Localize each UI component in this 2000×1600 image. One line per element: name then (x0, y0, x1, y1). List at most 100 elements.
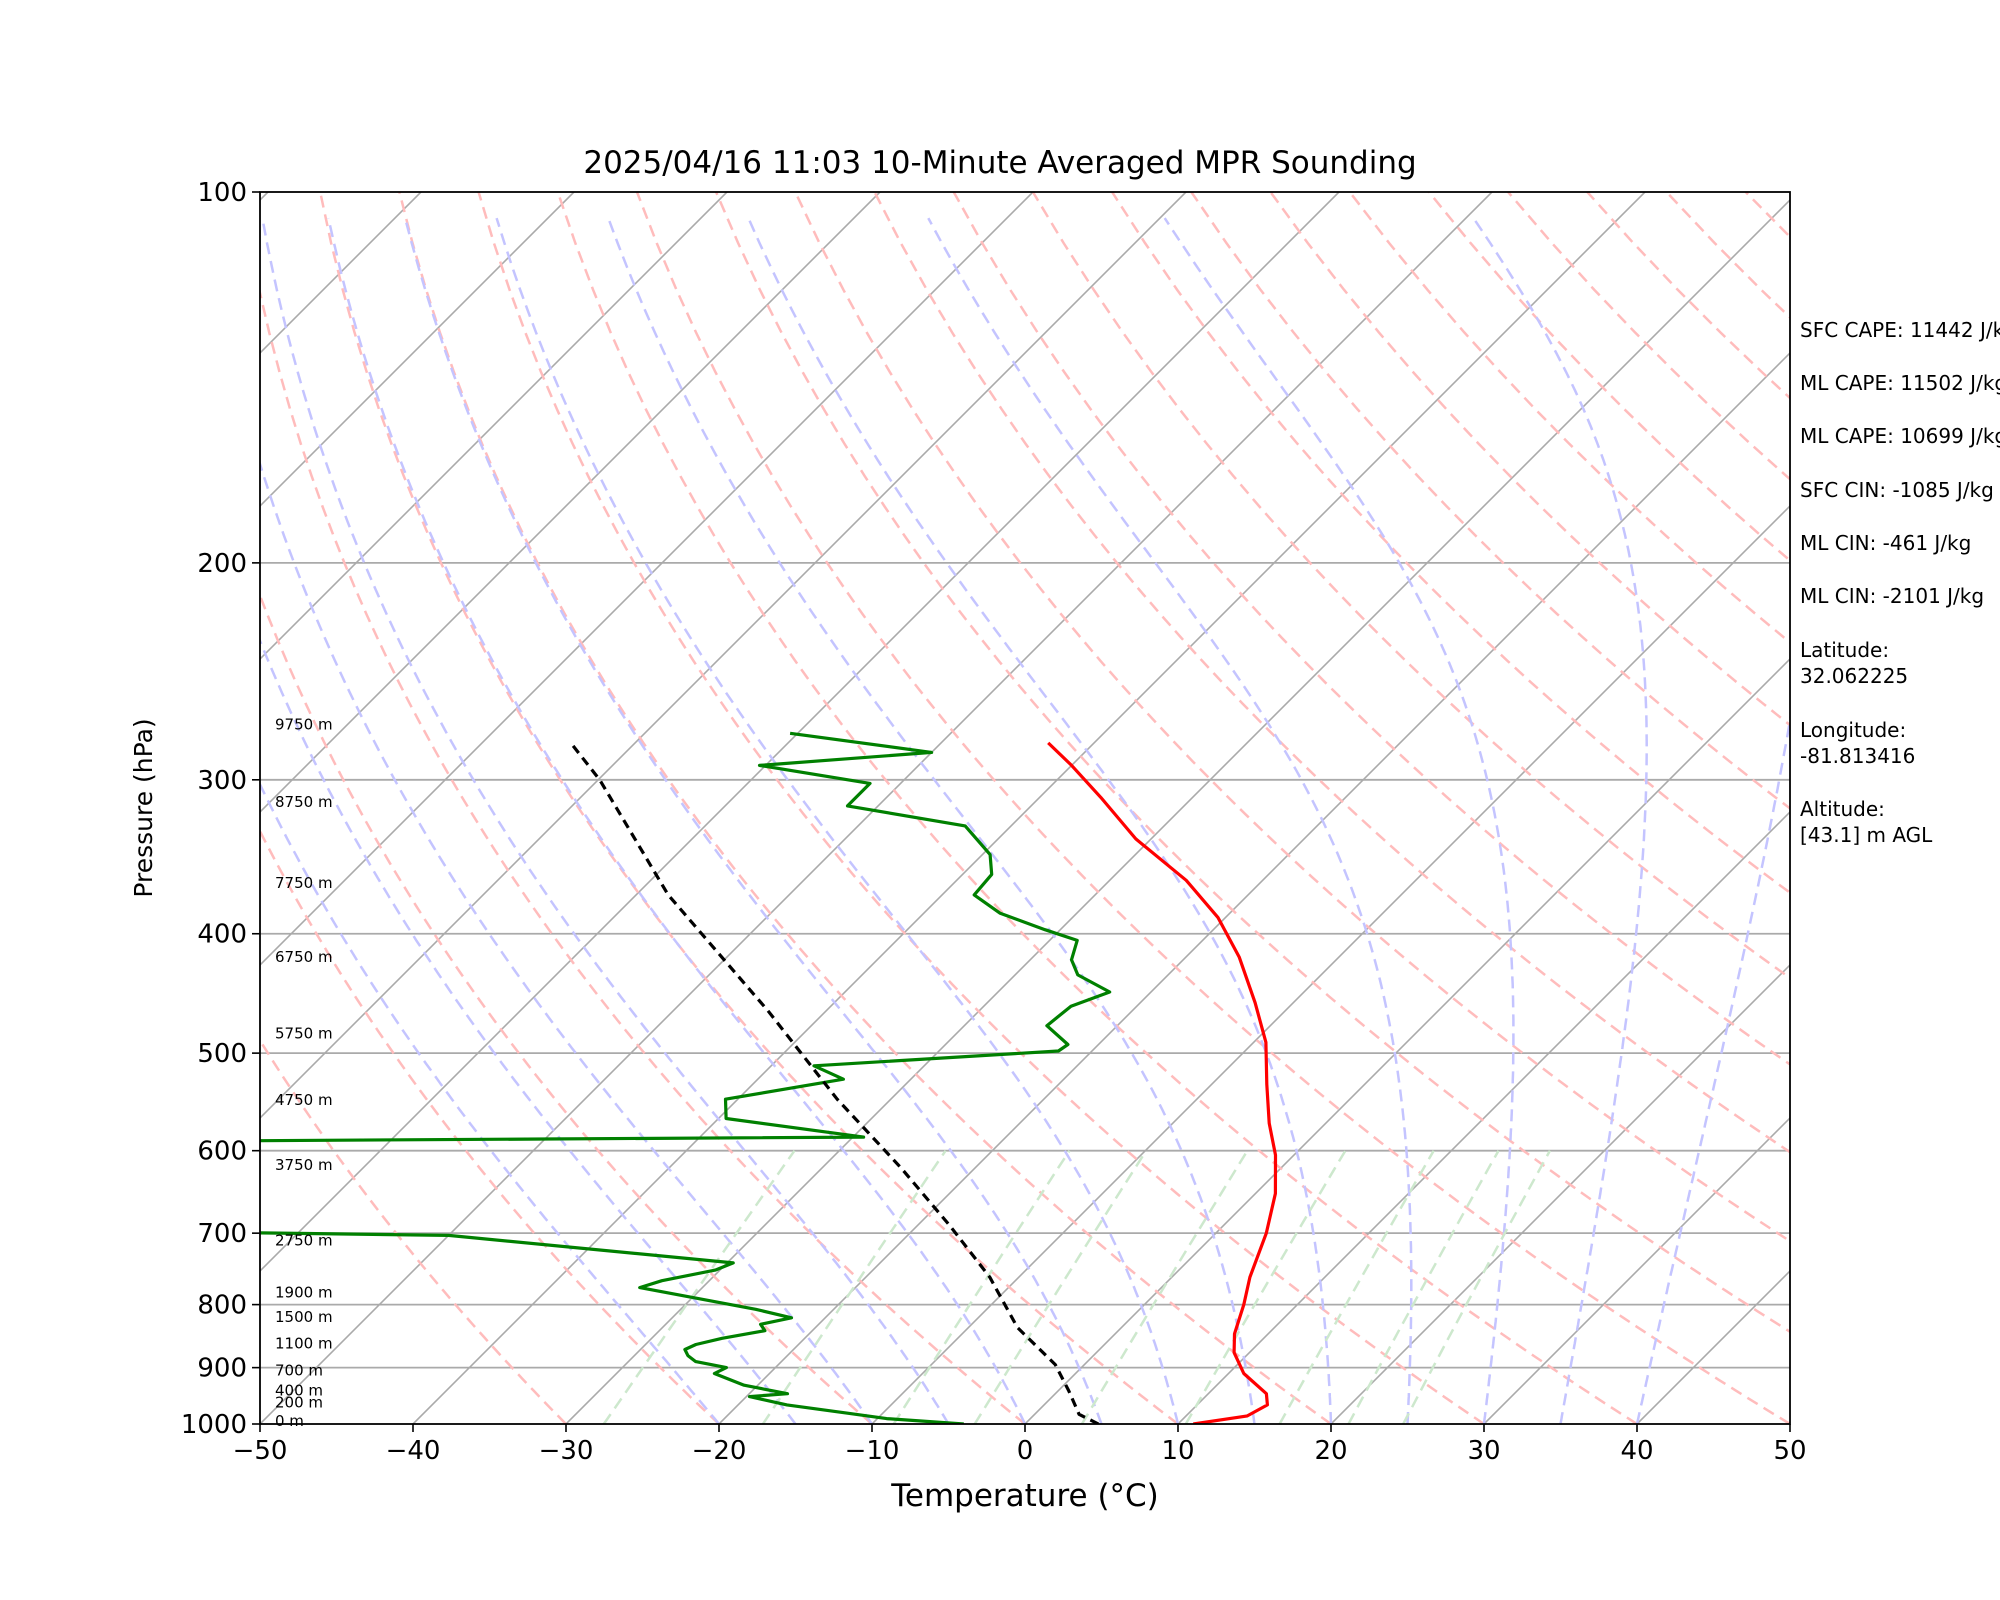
mixing-ratio-line (761, 1149, 947, 1424)
ml-cin-text: ML CIN: -461 J/kg (1800, 531, 1972, 555)
sfc-cin-text: SFC CIN: -1085 J/kg (1800, 478, 1994, 502)
moist-adiabat-line (403, 217, 1103, 1424)
x-tick-label: −10 (845, 1436, 900, 1466)
y-tick-label: 100 (197, 178, 247, 208)
moist-adiabat-line (747, 217, 1333, 1424)
dry-adiabat-line (260, 287, 1026, 1424)
y-tick-label: 400 (197, 920, 247, 950)
isotherm-line (260, 192, 575, 508)
x-axis-label: Temperature (°C) (890, 1478, 1159, 1514)
y-tick-label: 300 (197, 766, 247, 796)
altitude-label: Altitude: (1800, 797, 1885, 821)
ml-cin-text-2: ML CIN: -2101 J/kg (1800, 584, 1985, 608)
dry-adiabat-line (952, 192, 1790, 1066)
isotherm-line (260, 192, 728, 661)
height-label: 8750 m (275, 793, 333, 811)
mixing-ratio-line (1080, 1150, 1249, 1424)
dry-adiabat-line (260, 828, 720, 1424)
height-label: 4750 m (275, 1091, 333, 1109)
dewpoint-profile-line-upper (260, 731, 1112, 1143)
dry-adiabat-line (873, 192, 1790, 1154)
mixing-ratio-line (1184, 1150, 1347, 1424)
y-tick-label: 1000 (181, 1410, 247, 1440)
dry-adiabat-line (318, 192, 1179, 1424)
mixing-ratio-line (973, 1150, 1148, 1424)
longitude-value: -81.813416 (1800, 744, 1916, 768)
dry-adiabat-line (398, 192, 1332, 1424)
height-label: 5750 m (275, 1024, 333, 1042)
height-label: 7750 m (275, 874, 333, 892)
height-label: 0 m (275, 1412, 304, 1430)
longitude-label: Longitude: (1800, 718, 1907, 742)
dry-adiabat-line (714, 192, 1790, 1334)
dry-adiabat-line (794, 192, 1790, 1243)
height-label: 1900 m (275, 1283, 333, 1301)
moist-adiabat-line (327, 217, 1027, 1424)
sfc-cape-text: SFC CAPE: 11442 J/kg (1800, 318, 2000, 342)
dry-adiabat-line (477, 192, 1485, 1424)
ml-cape-text-2: ML CAPE: 10699 J/kg (1800, 424, 2000, 448)
latitude-value: 32.062225 (1800, 664, 1909, 688)
isotherm-line (260, 192, 1034, 967)
parcel-profile-line (569, 741, 1100, 1424)
temperature-profile-line (1047, 741, 1278, 1424)
x-tick-label: 0 (1017, 1436, 1034, 1466)
y-tick-label: 700 (197, 1219, 247, 1249)
height-label: 6750 m (275, 948, 333, 966)
isotherm-line (260, 192, 1493, 1424)
x-tick-label: −50 (233, 1436, 288, 1466)
isotherm-line (260, 192, 881, 814)
isotherm-line (260, 192, 1340, 1273)
background-lines-group (260, 192, 1790, 1424)
mixing-ratio-line (1402, 1150, 1551, 1424)
x-tick-label: 30 (1467, 1436, 1500, 1466)
latitude-label: Latitude: (1800, 638, 1890, 662)
isotherm-line (718, 351, 1790, 1424)
isotherm-line (412, 192, 1646, 1424)
moist-adiabat-line (260, 459, 874, 1424)
y-axis-label: Pressure (hPa) (129, 718, 158, 897)
isotherm-line (1483, 1116, 1790, 1424)
dry-adiabat-line (556, 192, 1638, 1424)
y-tick-label: 600 (197, 1137, 247, 1167)
dry-adiabat-line (260, 1038, 567, 1424)
x-tick-label: −30 (539, 1436, 594, 1466)
ml-cape-text: ML CAPE: 11502 J/kg (1800, 371, 2000, 395)
mixing-ratio-line (1347, 1150, 1500, 1424)
x-tick-label: 10 (1161, 1436, 1194, 1466)
dry-adiabat-line (260, 592, 873, 1424)
x-tick-label: −40 (386, 1436, 441, 1466)
isotherm-line (1024, 657, 1790, 1424)
moist-adiabat-line (1163, 217, 1515, 1424)
moist-adiabat-line (607, 217, 1256, 1424)
moist-adiabat-line (261, 217, 950, 1424)
mixing-ratio-line (602, 1149, 796, 1424)
y-tick-label: 800 (197, 1291, 247, 1321)
height-label: 1500 m (275, 1308, 333, 1326)
moist-adiabat-line (495, 217, 1180, 1424)
dewpoint-profile-line-lower (260, 1231, 964, 1424)
isotherm-line (1330, 963, 1790, 1424)
moist-adiabat-line (260, 781, 720, 1424)
moist-adiabat-line (1635, 713, 1790, 1424)
x-tick-label: 40 (1620, 1436, 1653, 1466)
height-label: 400 m (275, 1381, 323, 1399)
isotherm-line (871, 504, 1790, 1424)
height-label: 9750 m (275, 715, 333, 733)
moist-adiabat-line (260, 637, 797, 1424)
height-label: 200 m (275, 1394, 323, 1412)
dry-adiabat-line (1031, 192, 1790, 980)
altitude-value: [43.1] m AGL (1800, 823, 1933, 847)
isotherm-line (260, 192, 1187, 1120)
x-tick-label: 20 (1314, 1436, 1347, 1466)
y-tick-label: 200 (197, 549, 247, 579)
y-tick-label: 900 (197, 1354, 247, 1384)
height-label: 2750 m (275, 1232, 333, 1250)
moist-adiabat-line (927, 217, 1413, 1424)
x-tick-label: 50 (1773, 1436, 1806, 1466)
dry-adiabat-line (1111, 192, 1790, 895)
isotherm-line (1177, 810, 1790, 1424)
height-label: 1100 m (275, 1335, 333, 1353)
